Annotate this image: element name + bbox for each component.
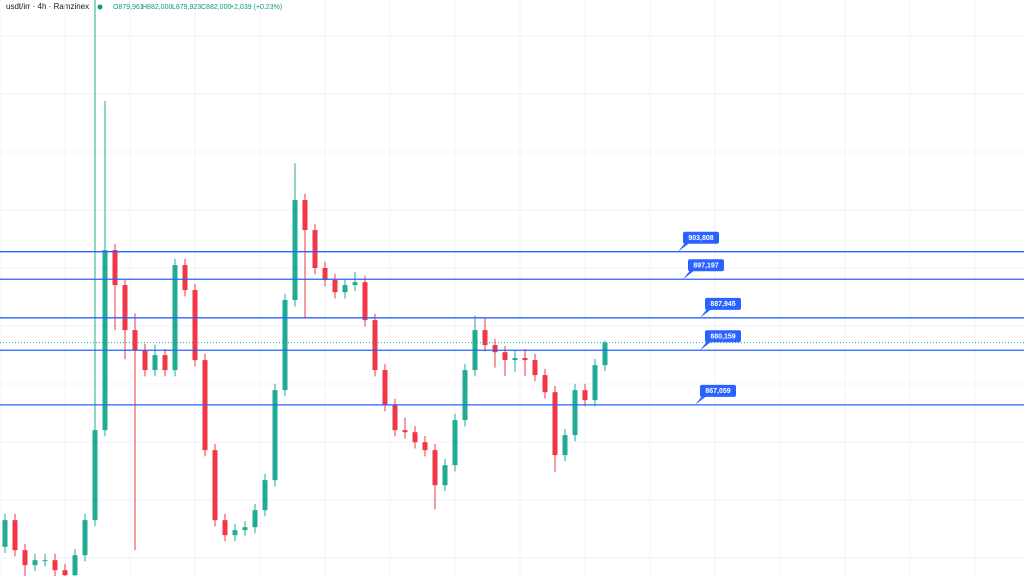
candle-body: [332, 280, 338, 293]
candle-body: [402, 430, 408, 433]
symbol-title: usdt/irr · 4h · Ramzinex: [6, 2, 89, 11]
candle-body: [322, 267, 328, 281]
candle-body: [142, 350, 148, 371]
candle-body: [132, 330, 138, 351]
candle-body: [352, 282, 358, 286]
candle-body: [582, 390, 588, 401]
candle-body: [362, 282, 368, 321]
candle-body: [122, 285, 128, 331]
candle-body: [292, 200, 298, 301]
candle-body: [92, 430, 98, 521]
candle-body: [382, 370, 388, 406]
candle-body: [302, 200, 308, 231]
candle-body: [542, 375, 548, 393]
candle-body: [112, 250, 118, 286]
candle-body: [152, 355, 158, 371]
candle-body: [282, 300, 288, 391]
candle-body: [212, 450, 218, 521]
candle-body: [532, 360, 538, 376]
candle-body: [232, 530, 238, 536]
candle-body: [262, 480, 268, 511]
candle-body: [572, 390, 578, 436]
candle-body: [432, 450, 438, 486]
candle-body: [502, 352, 508, 361]
candle-body: [602, 342, 608, 366]
level-label: 867,059: [705, 388, 730, 395]
candle-body: [272, 390, 278, 481]
status-dot: [97, 4, 103, 10]
candle-body: [162, 355, 168, 371]
ohlc-value: L879,923: [172, 4, 201, 11]
level-label-box: [683, 231, 719, 244]
level-label-box: [700, 384, 736, 397]
candle-body: [342, 285, 348, 293]
level-label-tail: [678, 241, 691, 252]
ohlc-value: H882,000: [142, 4, 172, 11]
candle-body: [562, 435, 568, 456]
level-label-box: [705, 297, 741, 310]
candle-body: [2, 520, 8, 547]
candle-body: [42, 560, 48, 562]
level-label: 903,808: [688, 235, 713, 242]
candle-body: [392, 405, 398, 431]
level-label-tail: [695, 394, 708, 405]
candle-body: [32, 560, 38, 566]
candle-body: [372, 320, 378, 371]
candle-body: [482, 330, 488, 346]
ohlc-value: C882,000: [201, 4, 231, 11]
level-label: 887,945: [710, 301, 735, 308]
level-label-tail: [700, 340, 713, 351]
level-label-tail: [683, 269, 696, 280]
candle-body: [222, 520, 228, 536]
level-label-box: [688, 259, 724, 272]
candle-body: [452, 420, 458, 466]
candle-body: [82, 520, 88, 556]
candle-body: [182, 265, 188, 291]
candle-body: [442, 465, 448, 486]
candle-body: [242, 527, 248, 531]
candle-body: [492, 345, 498, 353]
candle-body: [12, 520, 18, 551]
candle-body: [412, 432, 418, 443]
candle-body: [62, 570, 68, 576]
candle-body: [422, 442, 428, 451]
level-label: 880,159: [710, 334, 735, 341]
candle-body: [192, 290, 198, 361]
candle-body: [512, 358, 518, 361]
candle-body: [252, 510, 258, 528]
level-label-tail: [700, 307, 713, 318]
candle-body: [312, 230, 318, 268]
candle-body: [22, 550, 28, 566]
candle-body: [522, 358, 528, 361]
level-label: 897,197: [693, 263, 718, 270]
candle-body: [462, 370, 468, 421]
level-label-box: [705, 330, 741, 343]
ohlc-value: O879,961: [113, 4, 144, 11]
ohlc-value: +2,039 (+0.23%): [230, 4, 282, 11]
candle-body: [552, 392, 558, 456]
candle-body: [72, 555, 78, 576]
candle-body: [52, 560, 58, 571]
candle-body: [592, 365, 598, 401]
candle-body: [102, 250, 108, 431]
